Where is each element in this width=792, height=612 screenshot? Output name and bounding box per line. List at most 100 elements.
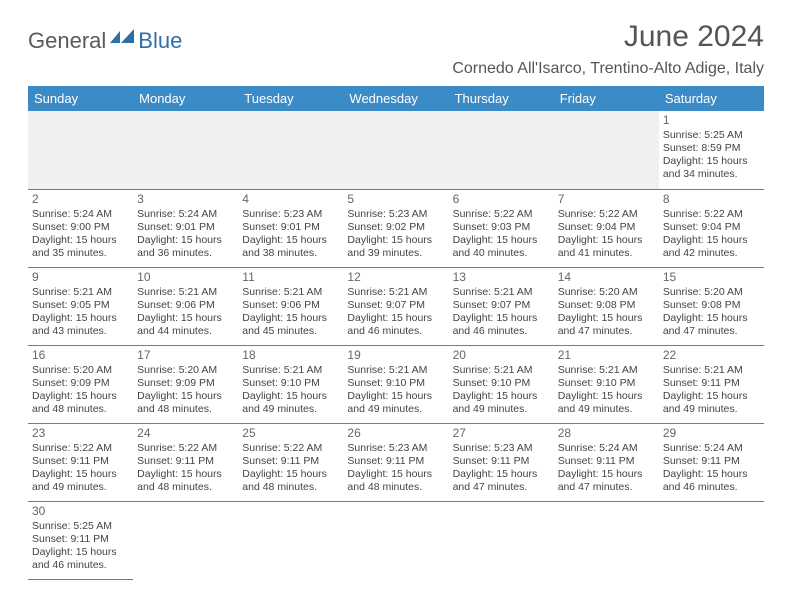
weekday-header: Saturday	[659, 86, 764, 111]
calendar-day-cell: 17Sunrise: 5:20 AMSunset: 9:09 PMDayligh…	[133, 345, 238, 423]
day-number: 28	[558, 426, 655, 441]
day-number: 23	[32, 426, 129, 441]
day-info-line: Daylight: 15 hours	[347, 234, 444, 247]
calendar-week: 23Sunrise: 5:22 AMSunset: 9:11 PMDayligh…	[28, 423, 764, 501]
day-info-line: Daylight: 15 hours	[453, 312, 550, 325]
weekday-header: Thursday	[449, 86, 554, 111]
day-info-line: and 48 minutes.	[137, 403, 234, 416]
day-info-line: Sunrise: 5:21 AM	[137, 286, 234, 299]
day-info-line: Sunset: 9:09 PM	[32, 377, 129, 390]
calendar-day-cell: 21Sunrise: 5:21 AMSunset: 9:10 PMDayligh…	[554, 345, 659, 423]
day-info-line: and 48 minutes.	[242, 481, 339, 494]
calendar-day-cell: 9Sunrise: 5:21 AMSunset: 9:05 PMDaylight…	[28, 267, 133, 345]
day-info-line: Sunset: 9:04 PM	[663, 221, 760, 234]
calendar-day-cell	[238, 111, 343, 189]
day-number: 2	[32, 192, 129, 207]
calendar-day-cell: 23Sunrise: 5:22 AMSunset: 9:11 PMDayligh…	[28, 423, 133, 501]
day-info-line: and 43 minutes.	[32, 325, 129, 338]
day-info-line: Sunrise: 5:20 AM	[137, 364, 234, 377]
flag-icon	[110, 29, 136, 47]
calendar-day-cell	[343, 501, 448, 579]
calendar-day-cell	[133, 111, 238, 189]
day-info-line: Sunrise: 5:25 AM	[32, 520, 129, 533]
day-number: 4	[242, 192, 339, 207]
day-info-line: Sunrise: 5:24 AM	[558, 442, 655, 455]
calendar-day-cell	[554, 111, 659, 189]
day-info-line: Daylight: 15 hours	[32, 234, 129, 247]
calendar-day-cell: 20Sunrise: 5:21 AMSunset: 9:10 PMDayligh…	[449, 345, 554, 423]
header: General Blue June 2024 Cornedo All'Isarc…	[28, 20, 764, 78]
day-info-line: Sunset: 9:07 PM	[347, 299, 444, 312]
day-number: 20	[453, 348, 550, 363]
weekday-header: Tuesday	[238, 86, 343, 111]
day-info-line: Sunrise: 5:23 AM	[347, 442, 444, 455]
day-info-line: Sunset: 9:11 PM	[663, 455, 760, 468]
month-title: June 2024	[452, 20, 764, 54]
day-info-line: Sunset: 9:04 PM	[558, 221, 655, 234]
calendar-day-cell	[449, 501, 554, 579]
day-number: 8	[663, 192, 760, 207]
day-number: 7	[558, 192, 655, 207]
day-info-line: Sunrise: 5:25 AM	[663, 129, 760, 142]
day-info-line: Sunrise: 5:21 AM	[242, 364, 339, 377]
day-number: 16	[32, 348, 129, 363]
day-info-line: Sunrise: 5:22 AM	[663, 208, 760, 221]
day-info-line: and 45 minutes.	[242, 325, 339, 338]
day-info-line: Sunset: 9:11 PM	[453, 455, 550, 468]
day-number: 24	[137, 426, 234, 441]
day-info-line: Sunrise: 5:21 AM	[32, 286, 129, 299]
day-info-line: and 38 minutes.	[242, 247, 339, 260]
day-info-line: and 35 minutes.	[32, 247, 129, 260]
day-info-line: Daylight: 15 hours	[663, 155, 760, 168]
day-info-line: Sunrise: 5:22 AM	[558, 208, 655, 221]
day-info-line: Sunrise: 5:20 AM	[32, 364, 129, 377]
calendar-day-cell: 14Sunrise: 5:20 AMSunset: 9:08 PMDayligh…	[554, 267, 659, 345]
calendar-week: 2Sunrise: 5:24 AMSunset: 9:00 PMDaylight…	[28, 189, 764, 267]
day-info-line: Sunrise: 5:23 AM	[453, 442, 550, 455]
day-info-line: Daylight: 15 hours	[32, 546, 129, 559]
day-info-line: and 46 minutes.	[663, 481, 760, 494]
day-info-line: and 46 minutes.	[453, 325, 550, 338]
day-info-line: Sunrise: 5:21 AM	[347, 364, 444, 377]
day-info-line: Sunset: 8:59 PM	[663, 142, 760, 155]
day-info-line: and 47 minutes.	[558, 325, 655, 338]
weekday-header: Friday	[554, 86, 659, 111]
day-info-line: Sunrise: 5:21 AM	[663, 364, 760, 377]
day-info-line: Sunset: 9:11 PM	[32, 533, 129, 546]
day-info-line: Daylight: 15 hours	[32, 312, 129, 325]
calendar-day-cell: 27Sunrise: 5:23 AMSunset: 9:11 PMDayligh…	[449, 423, 554, 501]
day-number: 18	[242, 348, 339, 363]
day-info-line: Sunset: 9:01 PM	[137, 221, 234, 234]
day-number: 17	[137, 348, 234, 363]
day-info-line: Sunrise: 5:23 AM	[242, 208, 339, 221]
day-info-line: Daylight: 15 hours	[558, 312, 655, 325]
day-info-line: Daylight: 15 hours	[347, 468, 444, 481]
logo: General Blue	[28, 28, 182, 54]
day-info-line: Sunrise: 5:20 AM	[663, 286, 760, 299]
day-info-line: and 36 minutes.	[137, 247, 234, 260]
calendar-day-cell: 16Sunrise: 5:20 AMSunset: 9:09 PMDayligh…	[28, 345, 133, 423]
calendar-week: 9Sunrise: 5:21 AMSunset: 9:05 PMDaylight…	[28, 267, 764, 345]
day-info-line: Daylight: 15 hours	[347, 312, 444, 325]
day-info-line: Sunset: 9:11 PM	[347, 455, 444, 468]
day-info-line: and 41 minutes.	[558, 247, 655, 260]
day-info-line: Daylight: 15 hours	[347, 390, 444, 403]
day-info-line: and 49 minutes.	[242, 403, 339, 416]
calendar-day-cell: 18Sunrise: 5:21 AMSunset: 9:10 PMDayligh…	[238, 345, 343, 423]
day-info-line: Sunset: 9:07 PM	[453, 299, 550, 312]
day-info-line: Daylight: 15 hours	[137, 234, 234, 247]
day-info-line: and 34 minutes.	[663, 168, 760, 181]
day-info-line: Daylight: 15 hours	[663, 234, 760, 247]
weekday-header: Sunday	[28, 86, 133, 111]
day-info-line: and 47 minutes.	[663, 325, 760, 338]
day-number: 29	[663, 426, 760, 441]
day-number: 5	[347, 192, 444, 207]
title-block: June 2024 Cornedo All'Isarco, Trentino-A…	[452, 20, 764, 78]
calendar-table: SundayMondayTuesdayWednesdayThursdayFrid…	[28, 86, 764, 580]
day-info-line: and 39 minutes.	[347, 247, 444, 260]
weekday-header: Wednesday	[343, 86, 448, 111]
calendar-day-cell	[343, 111, 448, 189]
calendar-day-cell	[554, 501, 659, 579]
day-info-line: Sunset: 9:01 PM	[242, 221, 339, 234]
day-number: 25	[242, 426, 339, 441]
